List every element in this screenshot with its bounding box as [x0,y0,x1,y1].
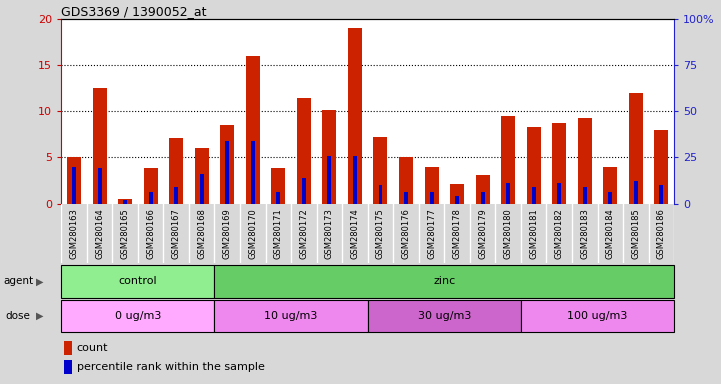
Bar [215,265,674,298]
Text: GDS3369 / 1390052_at: GDS3369 / 1390052_at [61,5,207,18]
Text: zinc: zinc [433,276,456,286]
Bar [297,98,311,204]
Text: GSM280186: GSM280186 [657,208,666,259]
Text: GSM280180: GSM280180 [504,208,513,259]
Text: GSM280166: GSM280166 [146,208,155,259]
Bar [169,138,183,204]
Bar [455,196,459,204]
Bar [327,156,332,204]
Text: GSM280165: GSM280165 [120,208,130,259]
Text: ▶: ▶ [36,276,43,286]
Bar [64,341,71,355]
Bar [557,183,561,204]
Bar [302,178,306,204]
Bar [609,192,612,204]
Bar [526,127,541,204]
Text: GSM280175: GSM280175 [376,208,385,259]
Bar [430,192,433,204]
Bar [552,123,566,204]
Text: GSM280173: GSM280173 [325,208,334,259]
Bar [655,130,668,204]
Bar [143,169,158,204]
Bar [373,137,387,204]
Text: GSM280168: GSM280168 [198,208,206,259]
Bar [368,300,521,332]
Text: GSM280170: GSM280170 [248,208,257,259]
Text: GSM280163: GSM280163 [69,208,79,259]
Bar [404,192,408,204]
Bar [629,93,643,204]
Bar [634,181,638,204]
Bar [425,167,438,204]
Text: GSM280177: GSM280177 [427,208,436,259]
Text: percentile rank within the sample: percentile rank within the sample [76,362,265,372]
Bar [521,300,674,332]
Text: GSM280176: GSM280176 [402,208,410,259]
Text: count: count [76,343,108,353]
Text: GSM280169: GSM280169 [223,208,231,259]
Text: GSM280183: GSM280183 [580,208,589,259]
Text: 30 ug/m3: 30 ug/m3 [417,311,471,321]
Text: GSM280185: GSM280185 [632,208,640,259]
Bar [61,300,215,332]
Bar [501,116,516,204]
Bar [195,148,209,204]
Text: GSM280184: GSM280184 [606,208,615,259]
Bar [149,192,153,204]
Bar [476,175,490,204]
Bar [399,157,413,204]
Bar [660,185,663,204]
Bar [276,192,280,204]
Text: 0 ug/m3: 0 ug/m3 [115,311,161,321]
Bar [583,187,587,204]
Bar [200,174,204,204]
Bar [61,265,215,298]
Bar [64,360,71,374]
Bar [578,118,592,204]
Bar [123,200,127,204]
Bar [322,109,337,204]
Bar [72,167,76,204]
Bar [225,141,229,204]
Bar [450,184,464,204]
Bar [215,300,368,332]
Bar [118,199,132,204]
Text: 100 ug/m3: 100 ug/m3 [567,311,628,321]
Text: dose: dose [6,311,31,321]
Bar [379,185,382,204]
Bar [92,88,107,204]
Text: GSM280164: GSM280164 [95,208,104,259]
Bar [174,187,178,204]
Bar [67,157,81,204]
Bar [506,183,510,204]
Text: GSM280179: GSM280179 [478,208,487,259]
Text: GSM280174: GSM280174 [350,208,360,259]
Text: ▶: ▶ [36,311,43,321]
Text: agent: agent [4,276,34,286]
Text: GSM280167: GSM280167 [172,208,181,259]
Bar [353,156,357,204]
Bar [531,187,536,204]
Text: GSM280182: GSM280182 [554,208,564,259]
Text: control: control [118,276,157,286]
Bar [246,56,260,204]
Bar [348,28,362,204]
Bar [271,169,286,204]
Text: GSM280178: GSM280178 [453,208,461,259]
Text: GSM280181: GSM280181 [529,208,538,259]
Bar [603,167,617,204]
Text: GSM280172: GSM280172 [299,208,309,259]
Bar [220,125,234,204]
Text: 10 ug/m3: 10 ug/m3 [265,311,318,321]
Bar [251,141,255,204]
Bar [481,192,485,204]
Bar [97,169,102,204]
Text: GSM280171: GSM280171 [274,208,283,259]
